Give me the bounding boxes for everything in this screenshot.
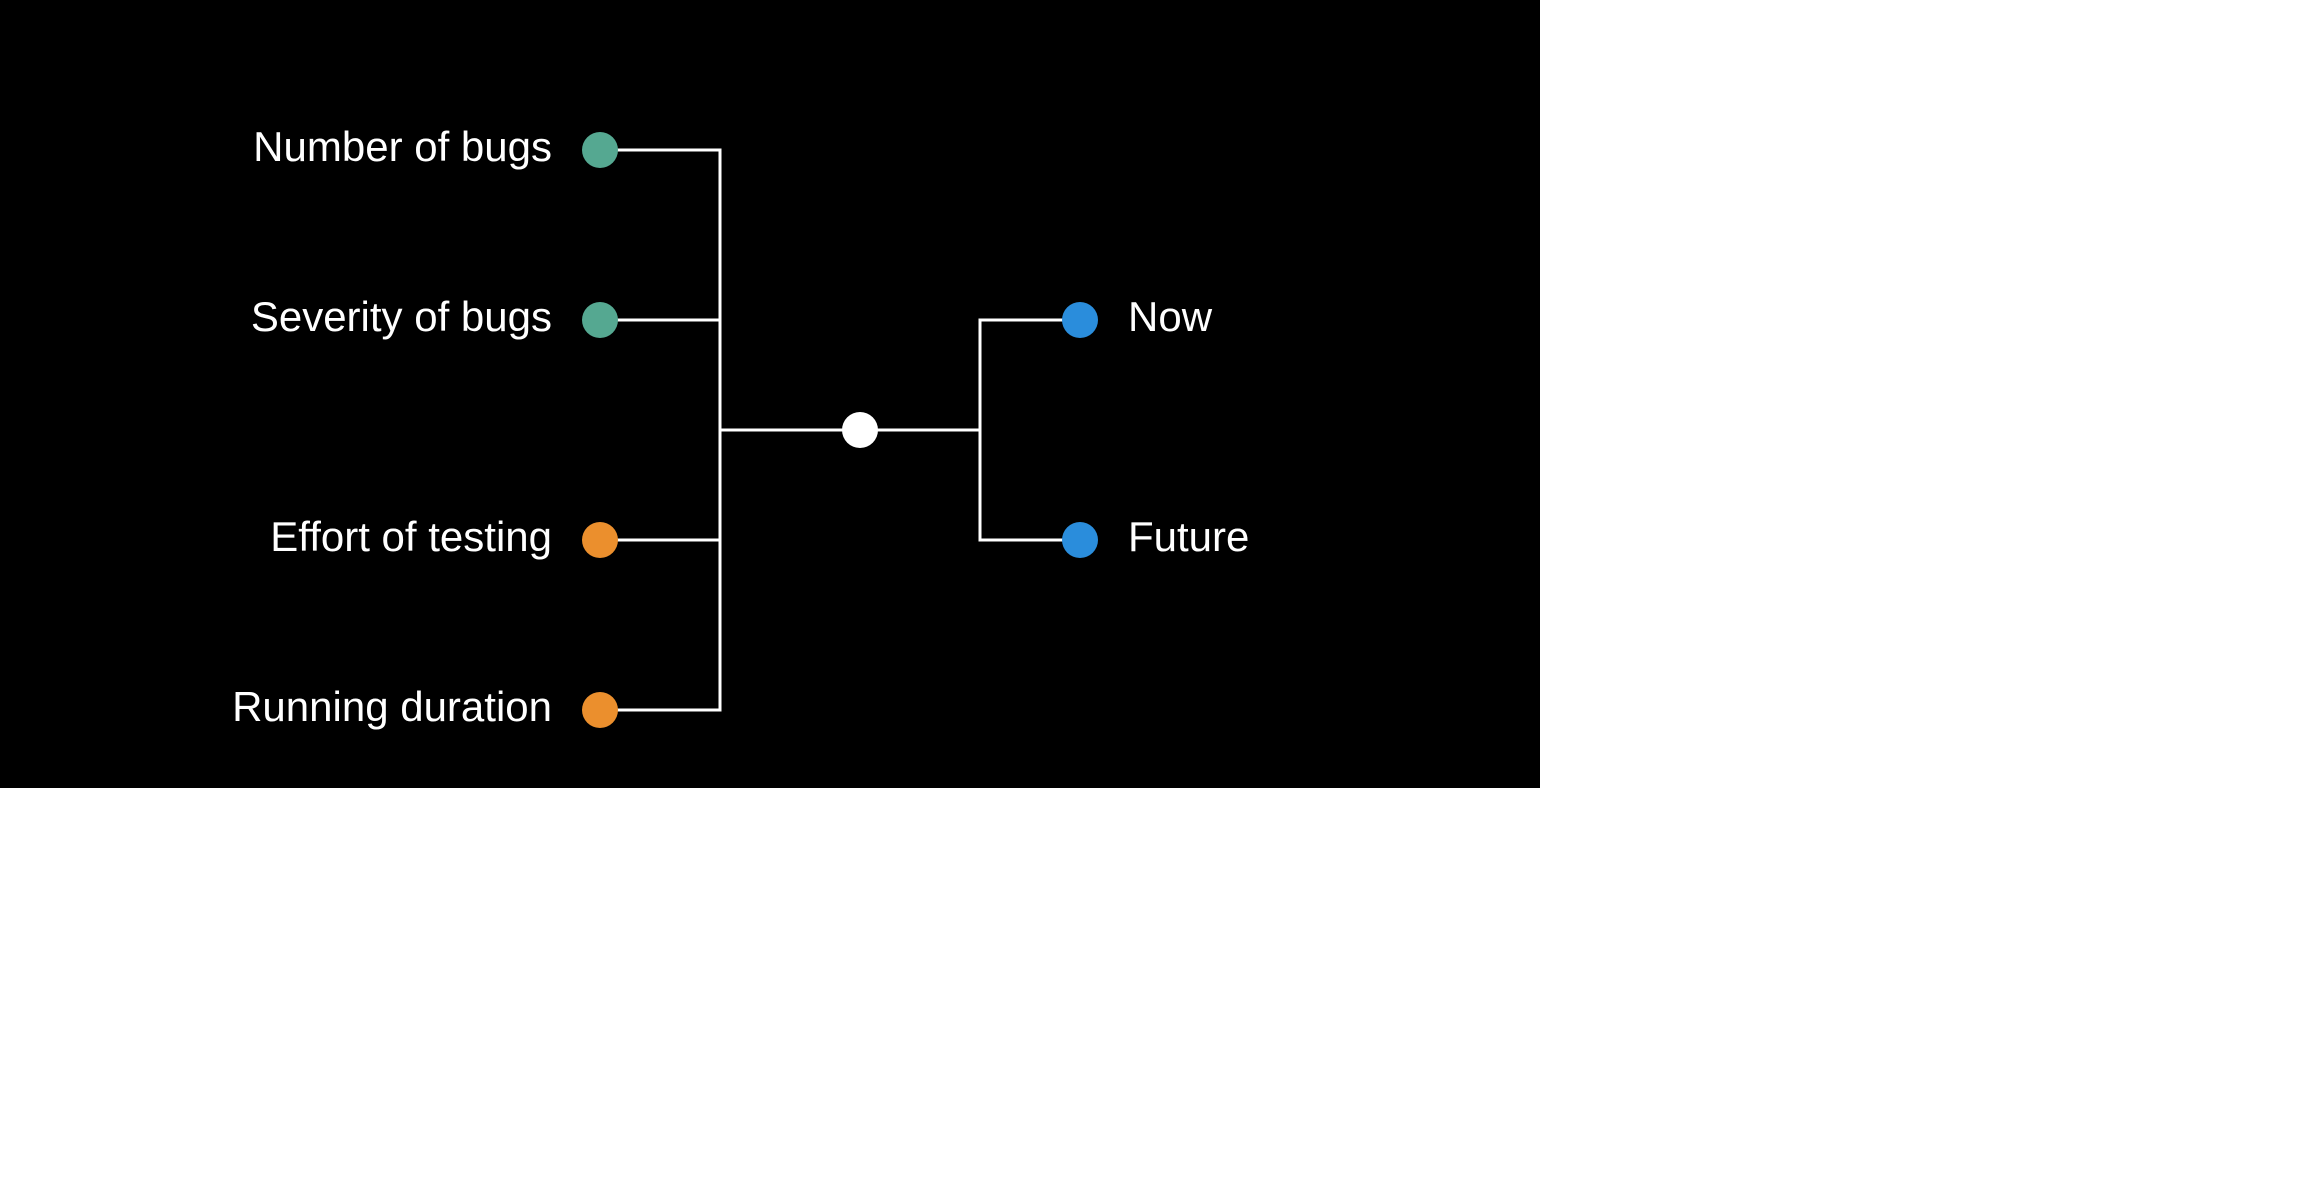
node-dot-sev-bugs bbox=[582, 302, 618, 338]
diagram-canvas: Number of bugs Severity of bugs Effort of … bbox=[0, 0, 1540, 788]
node-dot-effort bbox=[582, 522, 618, 558]
node-dot-center bbox=[842, 412, 878, 448]
node-dot-future bbox=[1062, 522, 1098, 558]
node-dot-n-bugs bbox=[582, 132, 618, 168]
node-label-effort: Effort of testing bbox=[270, 513, 552, 560]
node-label-duration: Running duration bbox=[232, 683, 552, 730]
node-dot-duration bbox=[582, 692, 618, 728]
node-label-future: Future bbox=[1128, 513, 1249, 560]
node-label-n-bugs: Number of bugs bbox=[253, 123, 552, 170]
diagram-background bbox=[0, 0, 1540, 788]
node-dot-now bbox=[1062, 302, 1098, 338]
node-label-now: Now bbox=[1128, 293, 1213, 340]
node-label-sev-bugs: Severity of bugs bbox=[251, 293, 552, 340]
